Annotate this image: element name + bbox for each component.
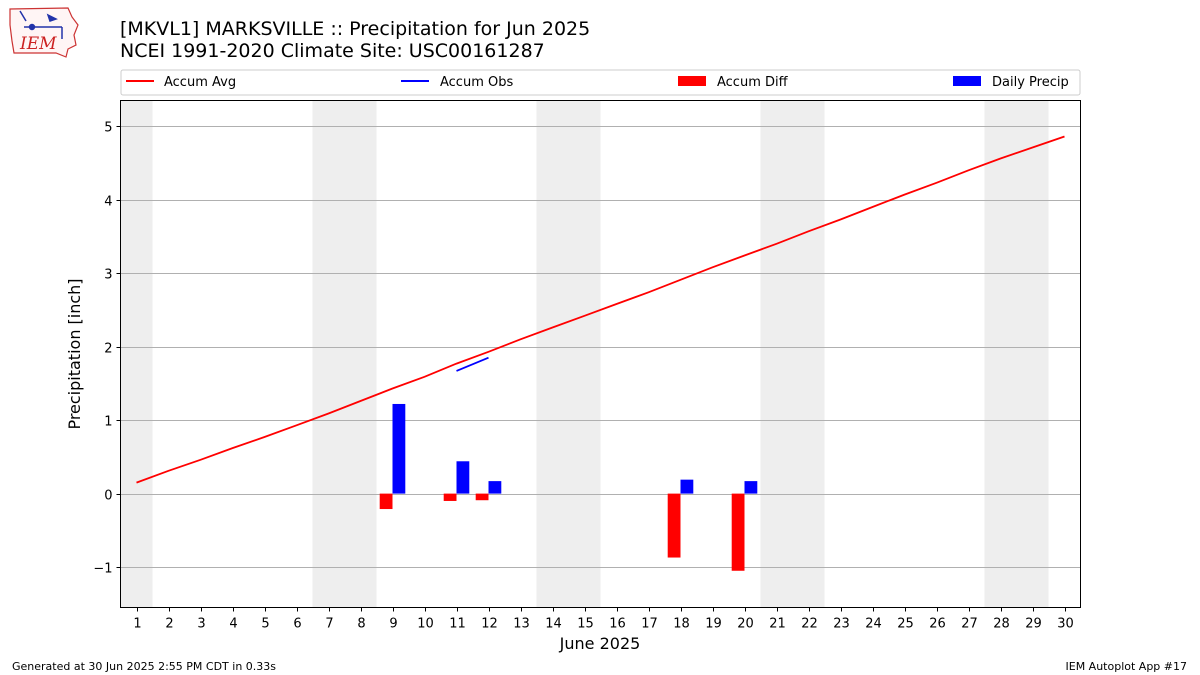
bar-series: [379, 403, 758, 571]
app-credit: IEM Autoplot App #17: [1065, 660, 1188, 673]
x-tick-label: 14: [545, 617, 562, 632]
x-tick-label: 22: [801, 617, 818, 632]
x-tick-label: 24: [865, 617, 882, 632]
x-axis-ticks: 1 2 3 4 5 6 7 8 9 10 11 12 13 14 15 16 17 18 19 20 21 22 23 24 2…: [133, 607, 1074, 632]
x-tick-label: 6: [293, 617, 301, 632]
x-tick-label: 17: [641, 617, 658, 632]
weekend-band: [536, 100, 569, 608]
legend-box: [120, 69, 1081, 96]
y-tick-label: 5: [104, 121, 112, 136]
x-tick-label: 9: [389, 617, 397, 632]
weekend-band: [344, 100, 377, 608]
daily-precip-bar: [456, 461, 470, 494]
line-series: [136, 135, 1065, 484]
x-tick-label: 16: [609, 617, 626, 632]
daily-precip-bar: [680, 479, 694, 494]
accum-obs-line: [456, 356, 489, 372]
legend-obs-label: Accum Obs: [440, 75, 513, 90]
iem-logo[interactable]: IEM: [6, 5, 80, 59]
x-tick-label: 23: [833, 617, 850, 632]
y-tick-label: 4: [104, 195, 112, 210]
x-tick-label: 10: [417, 617, 434, 632]
legend-diff-swatch: [678, 76, 706, 86]
y-tick-label: 1: [104, 415, 112, 430]
x-tick-label: 15: [577, 617, 594, 632]
daily-precip-bar: [488, 481, 502, 494]
y-tick-label: 2: [104, 342, 112, 357]
x-tick-label: 5: [261, 617, 269, 632]
x-tick-label: 1: [133, 617, 141, 632]
y-tick-label: −1: [93, 562, 112, 577]
plot-frame: [120, 100, 1081, 608]
x-tick-label: 20: [737, 617, 754, 632]
iowa-outline-icon: [9, 7, 79, 58]
weekend-band: [1016, 100, 1049, 608]
x-tick-label: 29: [1025, 617, 1042, 632]
x-tick-label: 3: [197, 617, 205, 632]
y-axis-ticks: −1 0 1 2 3 4 5: [93, 121, 121, 577]
x-tick-label: 4: [229, 617, 237, 632]
weekend-band: [984, 100, 1017, 608]
y-tick-label: 3: [104, 268, 112, 283]
logo-text: IEM: [19, 34, 57, 54]
legend-avg-label: Accum Avg: [164, 75, 236, 90]
x-tick-label: 18: [673, 617, 690, 632]
x-axis-label: June 2025: [559, 634, 641, 653]
x-tick-label: 21: [769, 617, 786, 632]
accum-diff-bar: [475, 493, 489, 501]
legend-diff-label: Accum Diff: [717, 75, 789, 90]
x-tick-label: 19: [705, 617, 722, 632]
daily-precip-bar: [744, 481, 758, 494]
accum-diff-bar: [667, 493, 681, 558]
x-tick-label: 26: [929, 617, 946, 632]
weekend-bands: [120, 100, 1049, 608]
x-tick-label: 7: [325, 617, 333, 632]
grid-lines: [120, 126, 1081, 568]
y-tick-label: 0: [104, 489, 112, 504]
y-axis-label: Precipitation [inch]: [65, 278, 84, 429]
daily-precip-bar: [392, 403, 406, 494]
legend-daily-swatch: [953, 76, 981, 86]
accum-diff-bar: [731, 493, 745, 571]
x-tick-label: 8: [357, 617, 365, 632]
accum-avg-line: [136, 135, 1065, 484]
legend: Accum Avg Accum Obs Accum Diff Daily Pre…: [120, 69, 1081, 96]
accum-diff-bar: [443, 493, 457, 501]
chart-subtitle: NCEI 1991-2020 Climate Site: USC00161287: [120, 40, 545, 62]
x-tick-label: 12: [481, 617, 498, 632]
x-tick-label: 13: [513, 617, 530, 632]
weekend-band: [312, 100, 345, 608]
generated-timestamp: Generated at 30 Jun 2025 2:55 PM CDT in …: [12, 660, 277, 673]
x-tick-label: 28: [993, 617, 1010, 632]
weekend-band: [568, 100, 601, 608]
chart-title: [MKVL1] MARKSVILLE :: Precipitation for …: [120, 18, 591, 40]
weekend-band: [120, 100, 153, 608]
weekend-band: [760, 100, 793, 608]
x-tick-label: 30: [1057, 617, 1074, 632]
x-tick-label: 2: [165, 617, 173, 632]
weather-station-icon: [19, 10, 63, 39]
x-tick-label: 11: [449, 617, 466, 632]
weekend-band: [792, 100, 825, 608]
x-tick-label: 25: [897, 617, 914, 632]
accum-diff-bar: [379, 493, 393, 510]
legend-daily-label: Daily Precip: [992, 75, 1069, 90]
x-tick-label: 27: [961, 617, 978, 632]
